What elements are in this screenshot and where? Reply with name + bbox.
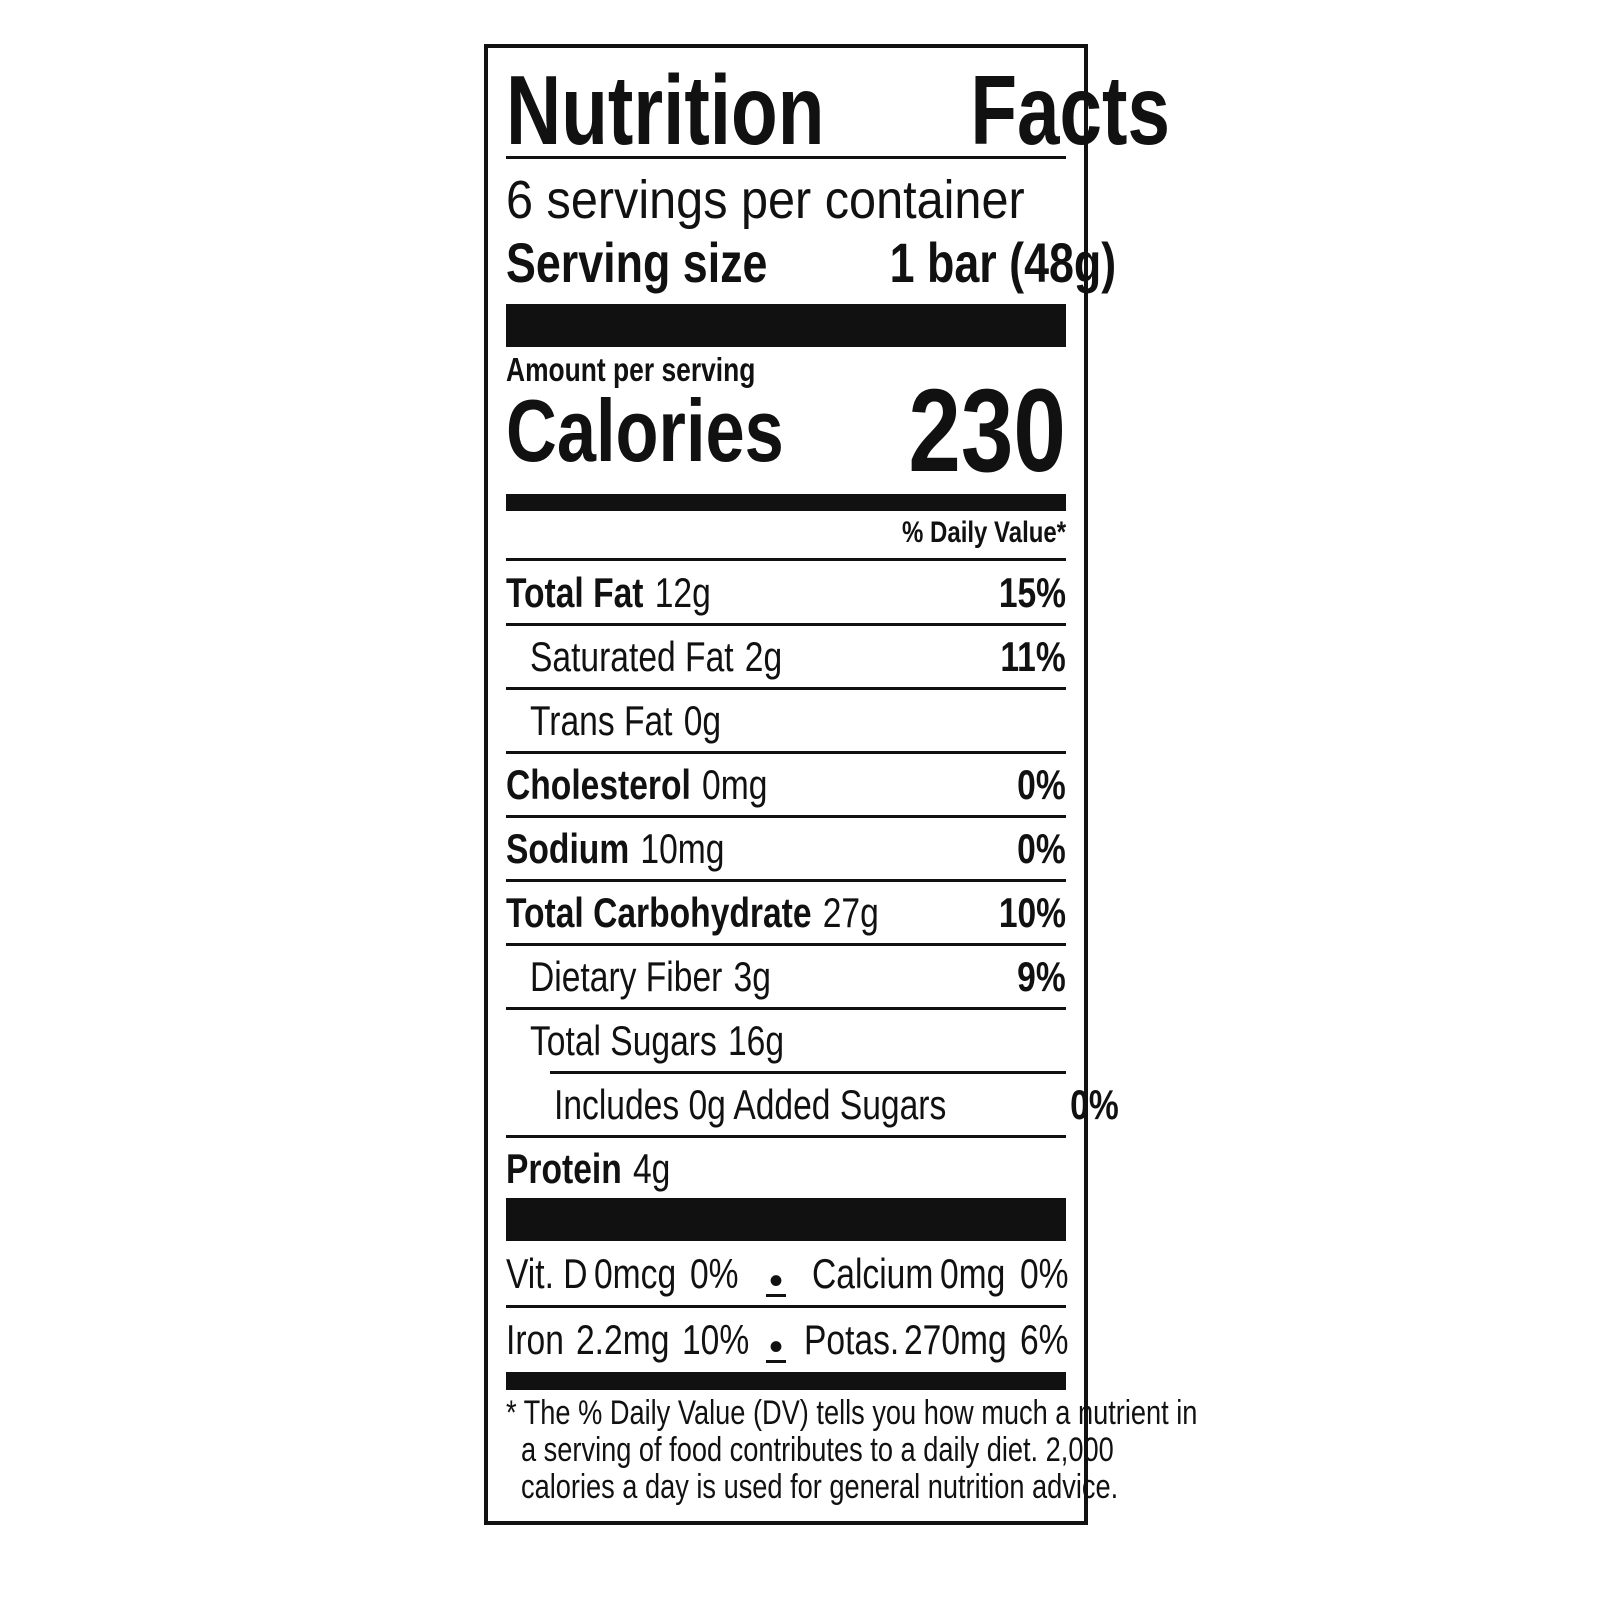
divider [506,815,1066,818]
nutrient-label: Total Carbohydrate 27g [506,889,879,937]
servings-per-container: 6 servings per container [506,170,1025,230]
nutrient-daily-value: 0% [1070,1080,1120,1128]
nutrient-label: Dietary Fiber 3g [530,953,771,1001]
vitamin-dv: 0% [1020,1250,1069,1297]
vitamin-name: Vit. D [506,1250,588,1297]
nutrient-daily-value: 9% [1017,952,1066,1000]
nutrient-daily-value: 10% [998,888,1066,936]
nutrient-name: Total Fat [506,568,644,616]
nutrient-daily-value: 15% [998,568,1066,616]
nutrient-amount: 16g [727,1016,785,1064]
divider [506,156,1066,159]
nutrient-label: Sodium 10mg [506,825,724,873]
serving-size: Serving size 1 bar (48g) [506,231,1117,294]
vitamin-row: Iron 2.2mg 10% Potas. 270mg 6% • [506,1308,1069,1370]
divider [550,1071,1066,1074]
thick-divider [506,1198,1066,1241]
nutrient-name: Dietary Fiber [530,952,723,1000]
nutrient-label: Saturated Fat 2g [530,633,782,681]
nutrient-amount: 2g [744,632,783,680]
divider [506,1135,1066,1138]
nutrient-daily-value: 0% [1017,760,1066,808]
nutrient-name: Sodium [506,824,630,872]
nutrient-name: Saturated Fat [530,632,734,680]
vitamin-name: Iron [506,1316,564,1363]
calories: Calories 230 [506,365,1066,497]
nutrient-label: Trans Fat 0g [530,697,721,745]
nutrient-amount: 4g [632,1144,671,1192]
thick-divider [506,304,1066,347]
vitamin-name: Potas. [804,1316,900,1363]
divider [506,1007,1066,1010]
vitamin-name: Calcium [812,1250,934,1297]
amount-per-serving: Amount per serving [506,351,756,388]
nutrient-label: Protein 4g [506,1145,670,1193]
vitamin-amount: 0mcg [594,1250,677,1297]
vitamin-dv: 0% [690,1250,739,1297]
label-title: Nutrition Facts [506,55,1171,165]
nutrient-row: Cholesterol 0mg 0% [506,754,1066,815]
nutrient-label: Total Fat 12g [506,569,711,617]
nutrient-name: Total Carbohydrate [506,888,812,936]
divider [506,623,1066,626]
nutrient-name: Includes 0g Added Sugars [554,1080,947,1128]
vitamin-dv: 10% [682,1316,750,1363]
nutrient-amount: 0g [683,696,722,744]
divider [506,751,1066,754]
nutrient-name: Trans Fat [530,696,673,744]
bullet-separator: • [766,1327,786,1367]
divider [506,943,1066,946]
vitamin-dv: 6% [1020,1316,1069,1363]
nutrient-row: Trans Fat 0g [506,690,1066,751]
nutrient-amount: 3g [733,952,771,1000]
footnote: * The % Daily Value (DV) tells you how m… [506,1394,1198,1506]
nutrient-amount: 12g [654,568,711,616]
nutrition-facts-label: Nutrition Facts 6 servings per container… [484,44,1198,1525]
nutrient-daily-value: 0% [1017,824,1066,872]
nutrient-amount: 27g [822,888,879,936]
medium-divider [506,494,1066,511]
daily-value-header: % Daily Value* [901,516,1066,549]
divider [506,1305,1066,1308]
nutrient-name: Cholesterol [506,760,691,808]
nutrient-daily-value: 11% [1000,632,1066,680]
nutrient-row: Includes 0g Added Sugars 0% [506,1074,1119,1135]
divider [506,558,1066,561]
nutrient-label: Includes 0g Added Sugars [554,1081,958,1129]
nutrient-row: Total Fat 12g 15% [506,562,1066,623]
nutrient-row: Sodium 10mg 0% [506,818,1066,879]
nutrient-row: Total Carbohydrate 27g 10% [506,882,1066,943]
nutrient-row: Total Sugars 16g [506,1010,1066,1071]
vitamin-row: Vit. D 0mcg 0% Calcium 0mg 0% • [506,1242,1069,1304]
vitamin-amount: 270mg [904,1316,1007,1363]
nutrient-name: Protein [506,1144,622,1192]
medium-divider [506,1372,1066,1390]
nutrient-row: Saturated Fat 2g 11% [506,626,1066,687]
nutrient-row: Protein 4g [506,1138,1066,1199]
nutrient-label: Cholesterol 0mg [506,761,767,809]
nutrient-label: Total Sugars 16g [530,1017,784,1065]
nutrient-row: Dietary Fiber 3g 9% [506,946,1066,1007]
vitamin-amount: 0mg [940,1250,1006,1297]
nutrient-name: Total Sugars [530,1016,717,1064]
vitamin-amount: 2.2mg [576,1316,670,1363]
divider [506,687,1066,690]
bullet-separator: • [766,1261,786,1301]
nutrient-amount: 0mg [702,760,768,808]
nutrient-amount: 10mg [640,824,725,872]
divider [506,879,1066,882]
